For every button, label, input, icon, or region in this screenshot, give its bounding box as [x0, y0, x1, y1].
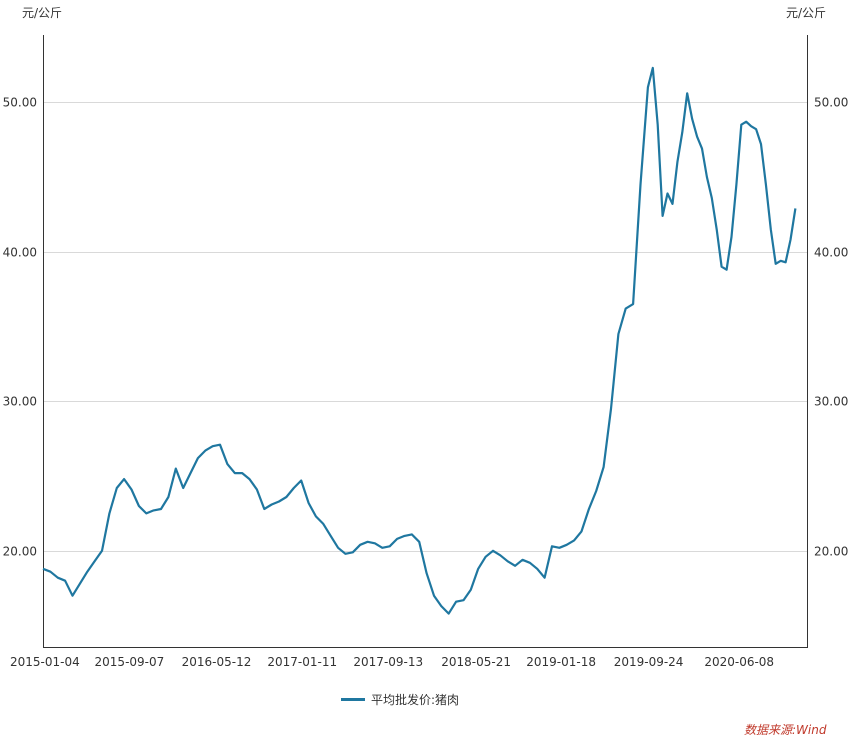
x-tick-label: 2020-06-08	[704, 655, 774, 669]
legend-label: 平均批发价:猪肉	[371, 693, 460, 707]
y-tick-label-left: 20.00	[3, 545, 37, 559]
tick-labels: 20.00 20.00 30.00 30.00 40.00 40.00 50.00 50.00…	[3, 96, 849, 670]
x-tick-label: 2019-09-24	[614, 655, 684, 669]
legend: 平均批发价:猪肉	[341, 691, 459, 708]
x-tick-label: 2018-05-21	[441, 655, 511, 669]
y-tick-label-left: 40.00	[3, 246, 37, 260]
y-tick-label-right: 20.00	[814, 545, 848, 559]
y-tick-label-right: 30.00	[814, 395, 848, 409]
data-source-note: 数据来源:Wind	[744, 723, 827, 737]
y-tick-label-right: 40.00	[814, 246, 848, 260]
left-axis-unit: 元/公斤	[22, 6, 63, 20]
legend-swatch	[341, 698, 365, 701]
right-axis-unit: 元/公斤	[786, 6, 827, 20]
y-tick-label-right: 50.00	[814, 96, 848, 110]
x-tick-label: 2015-01-04	[10, 655, 80, 669]
x-tick-label: 2017-01-11	[267, 655, 337, 669]
y-tick-label-left: 30.00	[3, 395, 37, 409]
gridlines	[43, 102, 807, 552]
x-tick-label: 2017-09-13	[353, 655, 423, 669]
axes	[43, 35, 808, 648]
x-tick-label: 2019-01-18	[526, 655, 596, 669]
y-tick-label-left: 50.00	[3, 96, 37, 110]
series-line-pork-price	[42, 66, 797, 615]
x-tick-label: 2015-09-07	[95, 655, 165, 669]
x-tick-label: 2016-05-12	[182, 655, 252, 669]
